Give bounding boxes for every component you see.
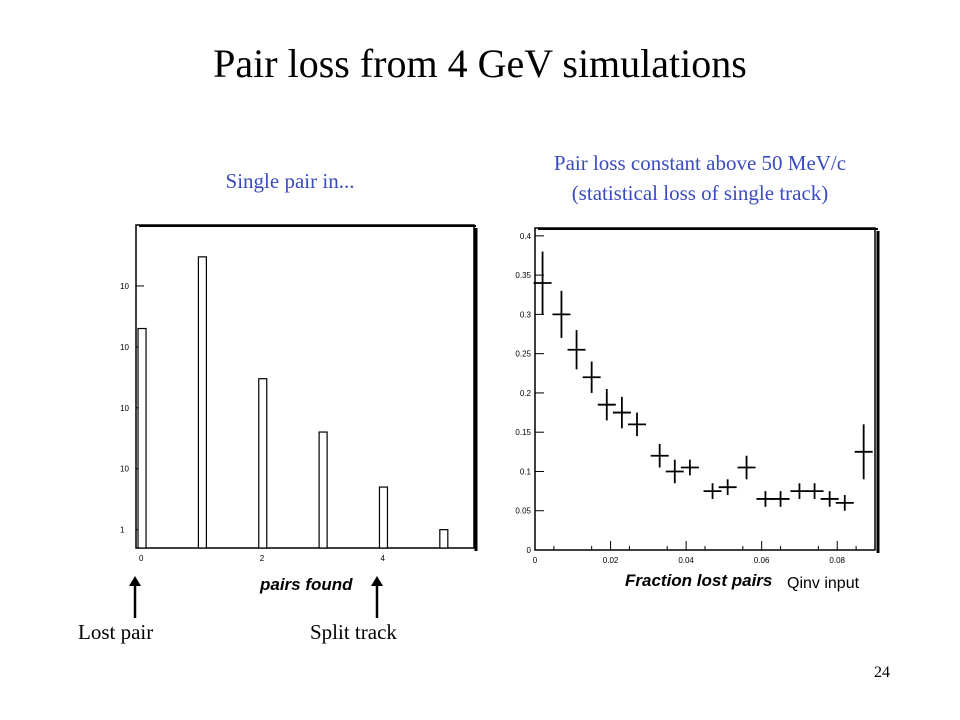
histogram-y-tick-label: 10 — [120, 343, 129, 352]
histogram-bar — [439, 529, 449, 549]
histogram-x-tick-label: 0 — [139, 554, 144, 563]
plot-y-tick-label: 0.2 — [520, 389, 532, 398]
pairs-found-histogram: 1 10 10 10 10 0 2 4 pairs found — [120, 224, 478, 594]
data-point — [582, 361, 601, 393]
fraction-lost-pairs-plot: 0 0.05 0.1 0.15 0.2 0.25 0.3 0.35 0.4 0 0.02 0.04 0.… — [515, 227, 880, 592]
plot-y-tick-label: 0.4 — [520, 232, 532, 241]
arrow-split-track — [371, 576, 383, 618]
histogram-x-tick-label: 4 — [380, 554, 385, 563]
histogram-y-tick-label: 10 — [120, 465, 129, 474]
data-point — [790, 483, 809, 499]
plot-y-tick-label: 0.3 — [520, 310, 532, 319]
plot-frame — [534, 227, 876, 551]
arrow-lost-pair — [129, 576, 141, 618]
histogram-bar — [318, 431, 328, 549]
page-number: 24 — [874, 664, 890, 681]
histogram-y-tick-label: 10 — [120, 404, 129, 413]
lost-pair-label: Lost pair — [78, 620, 154, 644]
data-point — [703, 483, 722, 499]
data-point — [756, 491, 775, 507]
data-point — [854, 424, 873, 480]
plot-y-tick-label: 0 — [527, 546, 532, 555]
right-chart-caption: Pair loss constant above 50 MeV/c (stati… — [490, 148, 910, 208]
right-caption-line-1: Pair loss constant above 50 MeV/c — [553, 151, 847, 175]
histogram-bar — [137, 327, 147, 549]
data-point — [771, 491, 790, 507]
histogram-bar — [197, 256, 207, 549]
data-point — [737, 455, 756, 480]
histogram-y-tick-label: 10 — [120, 282, 129, 291]
plot-y-tick-label: 0.25 — [515, 350, 531, 359]
data-point — [665, 459, 684, 484]
histogram-y-tick-label: 1 — [120, 526, 125, 535]
data-point — [628, 412, 646, 437]
data-point — [533, 251, 552, 315]
data-point — [820, 491, 839, 507]
histogram-bar — [258, 378, 268, 549]
plot-x-tick-label: 0.06 — [754, 556, 770, 565]
plot-x-tick-label: 0 — [533, 556, 538, 565]
histogram-x-tick-label: 2 — [260, 554, 265, 563]
data-point — [552, 290, 571, 338]
plot-x-axis-label-overlap: Qinv input — [787, 575, 860, 592]
plot-x-tick-label: 0.02 — [603, 556, 619, 565]
plot-y-tick-label: 0.35 — [515, 271, 531, 280]
histogram-x-axis-label: pairs found — [259, 575, 353, 594]
data-point — [680, 459, 699, 476]
data-point — [597, 389, 616, 421]
data-point — [650, 443, 669, 468]
histogram-bar — [378, 486, 389, 549]
split-track-label: Split track — [310, 620, 397, 644]
data-point — [718, 479, 737, 496]
plot-x-tick-label: 0.04 — [678, 556, 694, 565]
data-point — [805, 483, 824, 499]
data-point — [567, 330, 586, 370]
plot-x-axis-label: Fraction lost pairs — [625, 571, 772, 590]
data-point — [612, 396, 631, 429]
plot-x-tick-label: 0.08 — [829, 556, 845, 565]
histogram-frame — [135, 224, 475, 549]
slide-title: Pair loss from 4 GeV simulations — [213, 41, 747, 86]
plot-y-tick-label: 0.15 — [515, 428, 531, 437]
plot-y-tick-label: 0.1 — [520, 467, 532, 476]
plot-y-tick-label: 0.05 — [515, 507, 531, 516]
left-chart-caption: Single pair in... — [225, 169, 355, 193]
right-caption-line-2: (statistical loss of single track) — [571, 181, 829, 205]
data-point — [835, 495, 854, 511]
